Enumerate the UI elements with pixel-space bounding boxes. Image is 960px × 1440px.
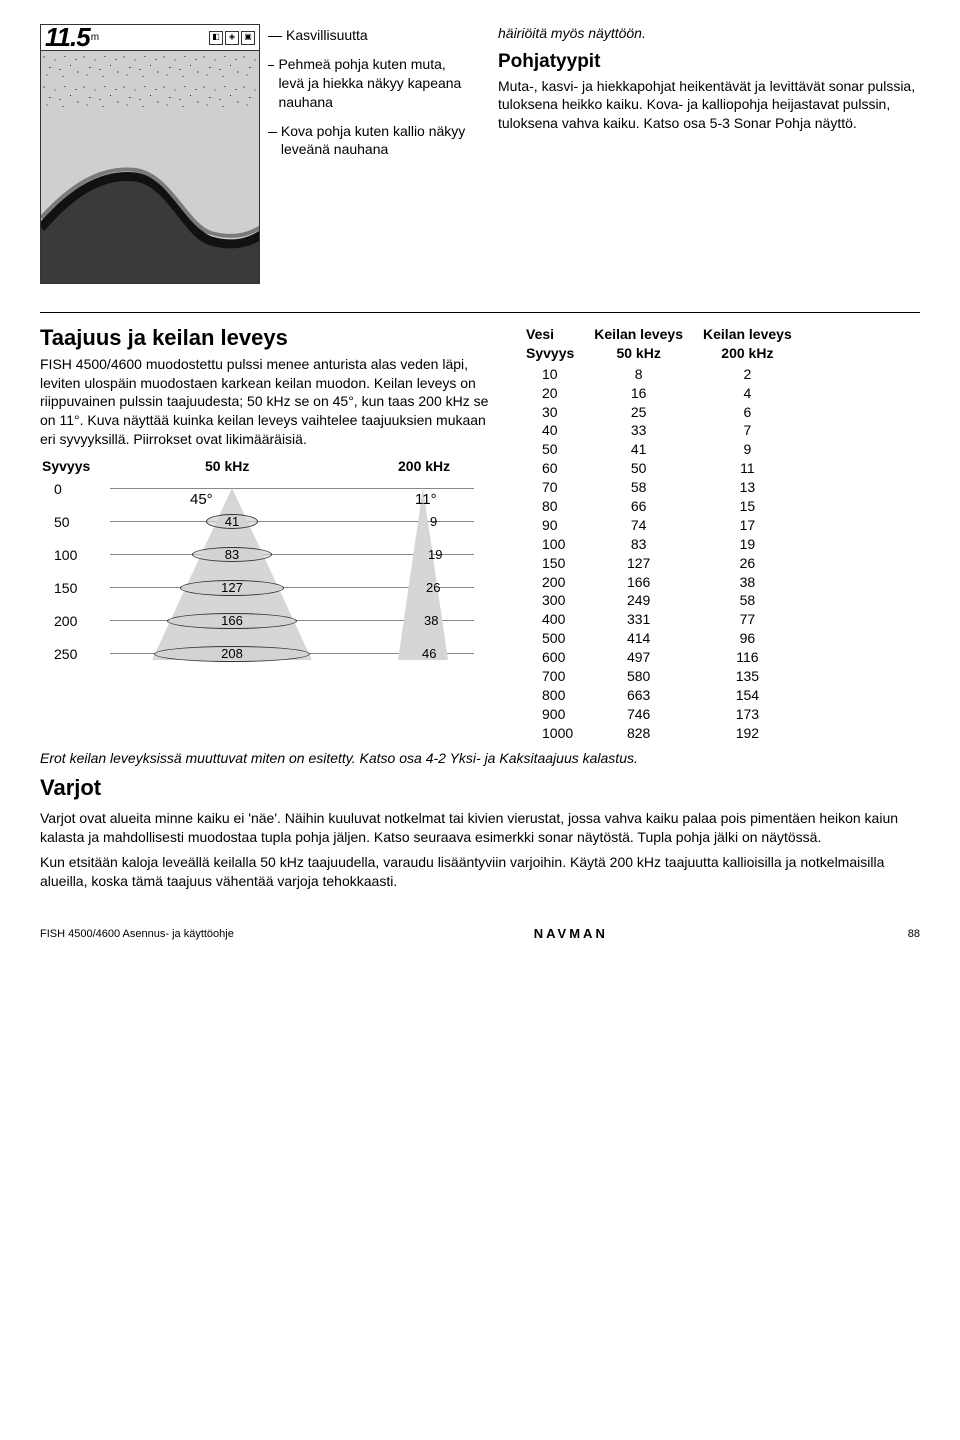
- sonar-screenshot-with-annotations: 11.5 m ◧ ◈ ▣ Kasvillisuutta: [40, 24, 480, 284]
- beam-width-table-block: VesiSyvyys Keilan leveys50 kHz Keilan le…: [522, 323, 920, 743]
- table-row: 1000828192: [522, 724, 802, 743]
- annotation-vegetation: Kasvillisuutta: [268, 26, 468, 45]
- heading-taajuus: Taajuus ja keilan leveys: [40, 323, 500, 353]
- table-row: 40337: [522, 421, 802, 440]
- beam-width-diagram: Syvyys 50 kHz 200 kHz 0 50 100 150 200 2…: [40, 457, 480, 687]
- beam-cone-200khz: [398, 488, 448, 660]
- status-icon: ◈: [225, 31, 239, 45]
- depth-tick: 50: [54, 513, 70, 532]
- table-row: 600497116: [522, 648, 802, 667]
- table-row: 30024958: [522, 591, 802, 610]
- varjot-para-2: Kun etsitään kaloja leveällä keilalla 50…: [40, 853, 920, 891]
- heading-pohjatyypit: Pohjatyypit: [498, 49, 920, 75]
- varjot-para-1: Varjot ovat alueita minne kaiku ei 'näe'…: [40, 809, 920, 847]
- table-row: 40033177: [522, 610, 802, 629]
- table-row: 700580135: [522, 667, 802, 686]
- status-icon: ◧: [209, 31, 223, 45]
- footer-left: FISH 4500/4600 Asennus- ja käyttöohje: [40, 927, 234, 942]
- depth-tick: 150: [54, 579, 77, 598]
- surface-clutter: [41, 51, 259, 111]
- table-row: 900746173: [522, 705, 802, 724]
- taajuus-body: FISH 4500/4600 muodostettu pulssi menee …: [40, 355, 500, 449]
- table-row: 1082: [522, 365, 802, 384]
- beam-val-200: 46: [422, 645, 436, 663]
- pohjatyypit-body: Muta-, kasvi- ja hiekkapohjat heikentävä…: [498, 77, 920, 134]
- table-header: VesiSyvyys: [522, 325, 584, 365]
- angle-200: 11°: [415, 490, 437, 510]
- table-row: 605011: [522, 459, 802, 478]
- bottom-echo: [41, 133, 260, 283]
- table-row: 50041496: [522, 629, 802, 648]
- sonar-topbar: 11.5 m ◧ ◈ ▣: [41, 25, 259, 51]
- table-row: 15012726: [522, 554, 802, 573]
- beam-val-200: 19: [428, 546, 442, 564]
- table-row: 20016638: [522, 573, 802, 592]
- table-row: 907417: [522, 516, 802, 535]
- continued-text: häiriöitä myös näyttöön.: [498, 24, 920, 43]
- diagram-col-200: 200 kHz: [398, 457, 450, 476]
- table-row: 800663154: [522, 686, 802, 705]
- depth-tick: 250: [54, 645, 77, 664]
- footer-brand: NAVMAN: [534, 925, 608, 943]
- depth-tick: 0: [54, 480, 62, 499]
- heading-varjot: Varjot: [40, 773, 920, 803]
- topbar-icons: ◧ ◈ ▣: [209, 31, 255, 45]
- table-row: 705813: [522, 478, 802, 497]
- annotation-column: Kasvillisuutta Pehmeä pohja kuten muta, …: [268, 24, 468, 284]
- diagram-col-depth: Syvyys: [42, 457, 90, 476]
- depth-tick: 100: [54, 546, 77, 565]
- right-text-column: häiriöitä myös näyttöön. Pohjatyypit Mut…: [498, 24, 920, 284]
- status-icon: ▣: [241, 31, 255, 45]
- table-row: 20164: [522, 384, 802, 403]
- sonar-display: 11.5 m ◧ ◈ ▣: [40, 24, 260, 284]
- page-footer: FISH 4500/4600 Asennus- ja käyttöohje NA…: [40, 925, 920, 943]
- depth-unit: m: [91, 31, 99, 45]
- beam-val-200: 26: [426, 579, 440, 597]
- frequency-section: Taajuus ja keilan leveys FISH 4500/4600 …: [40, 323, 500, 743]
- footer-page: 88: [908, 927, 920, 942]
- table-header: Keilan leveys200 kHz: [693, 325, 802, 365]
- table-row: 30256: [522, 403, 802, 422]
- beam-val-200: 9: [430, 513, 437, 531]
- table-row: 50419: [522, 440, 802, 459]
- annotation-hard-bottom: Kova pohja kuten kallio näkyy leveänä na…: [268, 122, 468, 160]
- angle-50: 45°: [190, 490, 213, 510]
- annotation-soft-bottom: Pehmeä pohja kuten muta, levä ja hiekka …: [268, 55, 468, 112]
- erot-text: Erot keilan leveyksissä muuttuvat miten …: [40, 749, 920, 768]
- diagram-col-50: 50 kHz: [205, 457, 249, 476]
- table-row: 806615: [522, 497, 802, 516]
- table-row: 1008319: [522, 535, 802, 554]
- section-divider: [40, 312, 920, 313]
- depth-tick: 200: [54, 612, 77, 631]
- annotation-text: Pehmeä pohja kuten muta, levä ja hiekka …: [278, 55, 468, 112]
- beam-width-table: VesiSyvyys Keilan leveys50 kHz Keilan le…: [522, 325, 802, 743]
- annotation-text: Kasvillisuutta: [286, 26, 368, 45]
- table-header: Keilan leveys50 kHz: [584, 325, 693, 365]
- annotation-text: Kova pohja kuten kallio näkyy leveänä na…: [281, 122, 468, 160]
- beam-val-200: 38: [424, 612, 438, 630]
